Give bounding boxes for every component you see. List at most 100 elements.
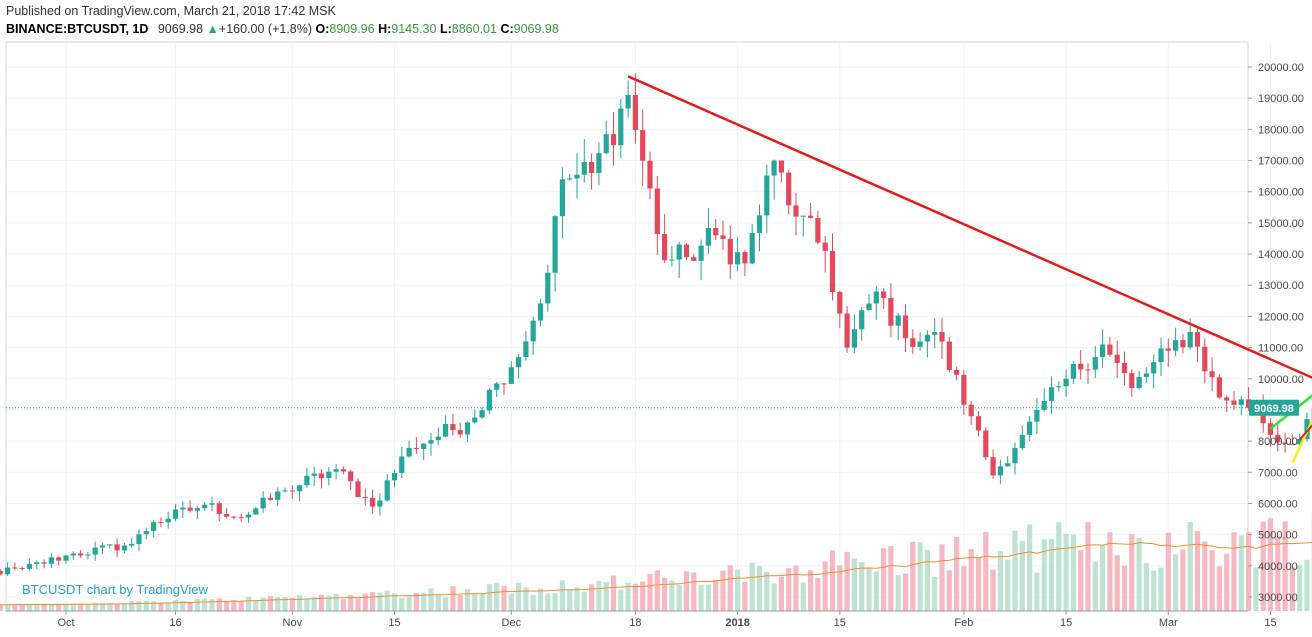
- candle[interactable]: [275, 487, 281, 506]
- candle[interactable]: [12, 562, 18, 571]
- candle[interactable]: [567, 174, 573, 181]
- candle[interactable]: [231, 515, 237, 520]
- candle[interactable]: [1092, 346, 1098, 379]
- candle[interactable]: [370, 489, 376, 514]
- candle[interactable]: [143, 527, 149, 540]
- candle[interactable]: [78, 549, 84, 558]
- candle[interactable]: [764, 164, 770, 233]
- candle[interactable]: [238, 513, 244, 522]
- candle[interactable]: [713, 219, 719, 241]
- candle[interactable]: [114, 538, 120, 558]
- candle[interactable]: [107, 544, 113, 549]
- candle[interactable]: [224, 507, 230, 519]
- candle[interactable]: [873, 285, 879, 320]
- candle[interactable]: [348, 469, 354, 491]
- price-axis[interactable]: 20000.00 19000.00 18000.00 17000.00 16000.00…: [1248, 62, 1304, 604]
- candle[interactable]: [289, 485, 295, 499]
- candles[interactable]: [0, 73, 1312, 583]
- candle[interactable]: [99, 542, 106, 554]
- candle[interactable]: [939, 317, 945, 359]
- candle[interactable]: [837, 290, 843, 329]
- candle[interactable]: [895, 312, 901, 341]
- candle[interactable]: [808, 202, 814, 219]
- candle[interactable]: [326, 466, 332, 486]
- candle[interactable]: [435, 427, 441, 445]
- candle[interactable]: [1056, 381, 1062, 392]
- trendline-red-short[interactable]: [1298, 407, 1312, 441]
- candle[interactable]: [786, 170, 792, 215]
- candle[interactable]: [1180, 333, 1186, 354]
- candle[interactable]: [129, 538, 135, 548]
- candle[interactable]: [859, 306, 865, 341]
- candle[interactable]: [924, 330, 930, 358]
- candle[interactable]: [180, 501, 186, 519]
- candle[interactable]: [209, 496, 215, 512]
- candle[interactable]: [581, 139, 587, 183]
- candle[interactable]: [70, 551, 76, 561]
- candle[interactable]: [537, 298, 544, 327]
- candle[interactable]: [1151, 354, 1157, 389]
- candle[interactable]: [654, 175, 660, 255]
- candle[interactable]: [5, 562, 11, 577]
- candle[interactable]: [844, 306, 850, 353]
- candle[interactable]: [574, 153, 580, 199]
- candle[interactable]: [669, 245, 675, 267]
- candle[interactable]: [267, 492, 273, 501]
- candle[interactable]: [56, 556, 62, 566]
- candle[interactable]: [596, 142, 602, 186]
- candle[interactable]: [1143, 367, 1149, 383]
- candle[interactable]: [391, 469, 398, 488]
- candle[interactable]: [829, 233, 836, 301]
- candle[interactable]: [311, 466, 317, 486]
- candle[interactable]: [954, 367, 960, 381]
- candle[interactable]: [0, 569, 3, 576]
- candle[interactable]: [85, 551, 91, 560]
- candle[interactable]: [647, 151, 653, 200]
- candle[interactable]: [1019, 425, 1025, 451]
- candle[interactable]: [698, 239, 704, 281]
- candle[interactable]: [1012, 442, 1018, 475]
- candle[interactable]: [464, 421, 471, 443]
- candle[interactable]: [333, 464, 339, 480]
- candle[interactable]: [881, 288, 887, 310]
- candle[interactable]: [1194, 328, 1201, 362]
- candle[interactable]: [727, 225, 733, 280]
- candle[interactable]: [902, 304, 909, 353]
- watermark[interactable]: BTCUSDT chart by TradingView: [22, 582, 209, 597]
- candle[interactable]: [968, 401, 974, 425]
- trendline-red-resistance[interactable]: [627, 75, 1312, 385]
- candle[interactable]: [165, 511, 171, 529]
- candle[interactable]: [1078, 349, 1084, 380]
- candle[interactable]: [1224, 395, 1230, 412]
- candle[interactable]: [1282, 432, 1288, 453]
- candle[interactable]: [1121, 351, 1128, 386]
- candle[interactable]: [589, 153, 595, 190]
- candle[interactable]: [158, 517, 164, 528]
- candle[interactable]: [983, 427, 989, 461]
- candle[interactable]: [640, 109, 646, 187]
- candle[interactable]: [1114, 340, 1120, 378]
- candle[interactable]: [910, 329, 916, 355]
- candle[interactable]: [34, 560, 40, 570]
- candle[interactable]: [1136, 370, 1142, 390]
- candle[interactable]: [516, 354, 522, 379]
- candle[interactable]: [151, 519, 157, 538]
- candle[interactable]: [932, 318, 938, 348]
- candle[interactable]: [340, 466, 346, 475]
- candle[interactable]: [1289, 434, 1295, 446]
- candle[interactable]: [1216, 373, 1222, 399]
- candle[interactable]: [501, 382, 507, 395]
- candle[interactable]: [1129, 369, 1135, 397]
- candle[interactable]: [1158, 337, 1164, 377]
- candle[interactable]: [457, 422, 463, 438]
- candle[interactable]: [866, 293, 872, 311]
- candle[interactable]: [691, 253, 697, 262]
- candle[interactable]: [355, 478, 361, 498]
- candle[interactable]: [1238, 395, 1244, 416]
- candle[interactable]: [530, 316, 536, 355]
- candle[interactable]: [384, 474, 390, 502]
- candle[interactable]: [406, 440, 412, 458]
- candle[interactable]: [975, 411, 982, 437]
- candle[interactable]: [41, 559, 47, 569]
- candle[interactable]: [494, 381, 500, 397]
